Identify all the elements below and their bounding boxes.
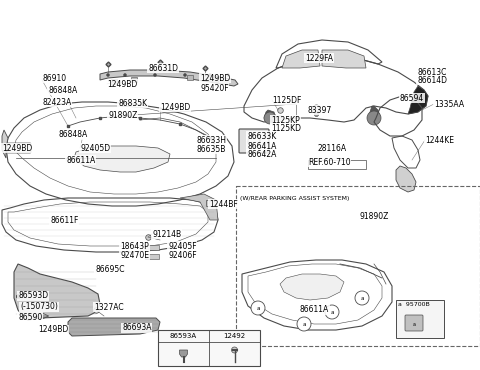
Text: a  95700B: a 95700B xyxy=(398,302,430,307)
Polygon shape xyxy=(280,274,344,300)
FancyBboxPatch shape xyxy=(145,245,159,250)
Text: 86848A: 86848A xyxy=(48,85,77,94)
Polygon shape xyxy=(368,106,380,122)
Polygon shape xyxy=(100,70,238,86)
Text: 86611A: 86611A xyxy=(300,306,329,314)
Text: 95420F: 95420F xyxy=(200,84,228,92)
Circle shape xyxy=(264,112,276,124)
Circle shape xyxy=(325,305,339,319)
Text: (W/REAR PARKING ASSIST SYSTEM): (W/REAR PARKING ASSIST SYSTEM) xyxy=(240,196,349,201)
Text: a: a xyxy=(330,309,334,314)
FancyBboxPatch shape xyxy=(145,254,159,259)
Text: 1125KD: 1125KD xyxy=(271,124,301,132)
Text: (-150730): (-150730) xyxy=(20,303,58,312)
Circle shape xyxy=(231,347,238,353)
Polygon shape xyxy=(180,350,188,357)
Circle shape xyxy=(297,317,311,331)
Polygon shape xyxy=(74,146,170,172)
Text: 86611A: 86611A xyxy=(66,155,95,165)
Polygon shape xyxy=(408,86,428,114)
Bar xyxy=(308,160,366,169)
Text: 1125DF: 1125DF xyxy=(272,95,301,104)
Text: 86695C: 86695C xyxy=(95,266,124,275)
Text: 91214B: 91214B xyxy=(152,229,181,239)
Text: 1244KE: 1244KE xyxy=(425,135,454,145)
Text: 1229FA: 1229FA xyxy=(305,54,333,63)
Text: 86848A: 86848A xyxy=(58,130,87,138)
Text: 86590: 86590 xyxy=(18,313,42,322)
Text: a: a xyxy=(256,306,260,310)
Circle shape xyxy=(355,291,369,305)
Bar xyxy=(396,300,444,338)
Text: 86614D: 86614D xyxy=(417,75,447,84)
Text: a: a xyxy=(412,322,416,326)
Text: 86611F: 86611F xyxy=(50,215,78,225)
Text: 91890Z: 91890Z xyxy=(360,212,389,221)
Text: a: a xyxy=(360,296,364,300)
FancyBboxPatch shape xyxy=(212,77,218,82)
Polygon shape xyxy=(68,318,160,336)
Bar xyxy=(236,186,480,346)
Text: 86641A: 86641A xyxy=(247,141,276,151)
Polygon shape xyxy=(14,264,100,320)
Text: 1244BF: 1244BF xyxy=(209,199,238,209)
Text: 1125KP: 1125KP xyxy=(271,115,300,124)
Text: 82423A: 82423A xyxy=(42,98,71,107)
Text: 91890Z: 91890Z xyxy=(108,111,137,120)
Text: 86910: 86910 xyxy=(42,74,66,83)
Circle shape xyxy=(227,74,229,77)
Text: 92405D: 92405D xyxy=(80,144,110,152)
Text: 86593D: 86593D xyxy=(18,292,48,300)
Polygon shape xyxy=(180,194,218,220)
Polygon shape xyxy=(396,166,416,192)
Text: 92405F: 92405F xyxy=(168,242,197,250)
Text: 1335AA: 1335AA xyxy=(434,100,464,108)
Text: 1249BD: 1249BD xyxy=(2,144,32,152)
FancyBboxPatch shape xyxy=(131,77,137,82)
Text: 92406F: 92406F xyxy=(168,250,197,259)
Polygon shape xyxy=(322,50,366,68)
Text: 18643P: 18643P xyxy=(120,242,149,250)
Text: 92470E: 92470E xyxy=(120,250,149,259)
Polygon shape xyxy=(282,50,320,68)
FancyBboxPatch shape xyxy=(239,129,269,153)
Text: REF.60-710: REF.60-710 xyxy=(308,158,350,166)
Circle shape xyxy=(208,74,212,77)
Text: 86835K: 86835K xyxy=(118,98,147,108)
FancyBboxPatch shape xyxy=(187,75,193,80)
Text: 83397: 83397 xyxy=(308,105,332,114)
Text: 1249BD: 1249BD xyxy=(38,326,68,334)
Text: 12492: 12492 xyxy=(223,333,246,339)
Circle shape xyxy=(107,74,109,77)
Text: 1327AC: 1327AC xyxy=(94,303,124,312)
Text: 86594: 86594 xyxy=(400,94,424,102)
Text: 86633H: 86633H xyxy=(196,135,226,145)
Text: 28116A: 28116A xyxy=(318,144,347,152)
Text: 1249BD: 1249BD xyxy=(107,80,137,88)
Polygon shape xyxy=(264,110,276,122)
FancyBboxPatch shape xyxy=(405,315,423,331)
Circle shape xyxy=(183,74,187,77)
Circle shape xyxy=(367,111,381,125)
FancyBboxPatch shape xyxy=(111,79,117,84)
Text: 86613C: 86613C xyxy=(417,67,446,77)
Polygon shape xyxy=(2,130,8,158)
Bar xyxy=(158,330,260,366)
Circle shape xyxy=(251,301,265,315)
Text: 86693A: 86693A xyxy=(122,323,152,333)
Circle shape xyxy=(154,74,156,77)
Text: 86642A: 86642A xyxy=(247,149,276,158)
Text: 86593A: 86593A xyxy=(170,333,197,339)
Circle shape xyxy=(123,74,127,77)
FancyBboxPatch shape xyxy=(206,200,216,206)
Text: a: a xyxy=(302,322,306,326)
Text: 1249BD: 1249BD xyxy=(200,74,230,83)
FancyBboxPatch shape xyxy=(7,143,31,153)
Text: 1249BD: 1249BD xyxy=(160,102,190,111)
Text: 86633K: 86633K xyxy=(247,131,276,141)
Text: 86635B: 86635B xyxy=(196,145,226,154)
Text: 86631D: 86631D xyxy=(148,64,178,73)
